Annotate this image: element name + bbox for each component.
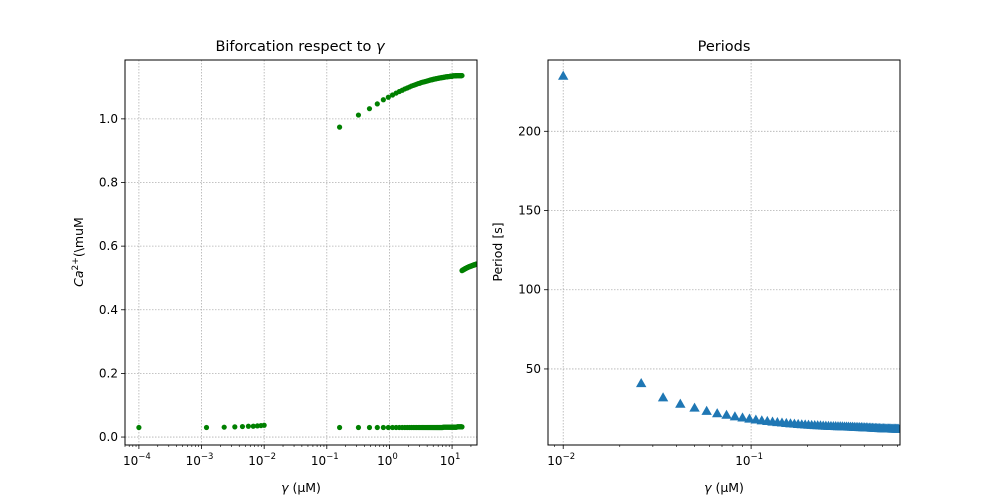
chart1-lower-branch-point (239, 423, 246, 430)
chart1-upper-branch-point (380, 97, 386, 103)
chart2-title: Periods (698, 39, 751, 55)
chart2-data-point (701, 405, 712, 415)
chart1-x-tick-label: 10−4 (123, 452, 151, 468)
chart1-lower-branch-point (389, 424, 396, 431)
chart1-y-tick-label: 0.6 (99, 239, 118, 253)
chart1-y-axis-label: Ca2+(\muM (71, 217, 86, 287)
chart1-y-tick-label: 0.4 (99, 303, 118, 317)
chart1-lower-branch-point (385, 424, 391, 431)
chart2-ticks: 10−2 10−1 50 100 150 200 (518, 124, 898, 468)
chart1-upper-branch-point (355, 112, 362, 118)
chart1-upper-branch-point (374, 101, 380, 107)
chart1-lower-branch-point (336, 424, 343, 431)
chart1-x-tick-label: 10−2 (248, 452, 276, 468)
chart1-lower-branch-point (136, 424, 142, 431)
chart2-data-points (558, 70, 900, 433)
chart1-upper-branch-point (336, 124, 343, 130)
chart2-markers (558, 70, 900, 433)
chart2-data-point (558, 70, 569, 80)
chart1-ticks: 10−4 10−3 10−2 10−1 100 101 0.0 0.2 0.4 0.6 0.8 1.0 (99, 112, 472, 468)
chart1-lower-branch-point (203, 424, 210, 431)
chart1-x-axis-label: γ (μM) (281, 480, 321, 495)
chart1-y-tick-label: 0.8 (99, 176, 118, 190)
chart1-lower-branch-point (250, 423, 256, 429)
chart2-x-axis-label: γ (μM) (704, 480, 744, 495)
chart1-lower-branch-point (221, 424, 227, 430)
chart2-data-point (689, 402, 700, 412)
chart2-y-axis-label: Period [s] (490, 222, 505, 281)
chart1-x-tick-label: 10−1 (311, 452, 339, 468)
chart1-x-tick-label: 10−3 (186, 452, 214, 468)
chart2-axes-frame (547, 59, 901, 446)
periods-chart: Periods 10−2 10−1 50 100 150 200 γ (μM) Perio… (490, 39, 901, 495)
chart1-lower-branch-point (245, 423, 251, 429)
chart2-data-point (893, 423, 900, 433)
chart2-x-tick-label: 10−1 (735, 452, 763, 468)
chart2-data-point (729, 411, 741, 421)
chart1-markers (136, 72, 477, 431)
chart2-y-tick-label: 150 (518, 204, 541, 218)
chart2-x-tick-label: 10−2 (547, 452, 575, 468)
chart2-data-point (657, 392, 669, 402)
chart1-lower-branch-point (261, 422, 267, 428)
chart1-y-tick-label: 1.0 (99, 112, 118, 126)
chart1-axes-frame (124, 59, 478, 446)
chart1-lower-branch-point (459, 424, 465, 430)
chart2-data-point (635, 378, 647, 388)
chart1-lower-branch-point (232, 424, 238, 430)
chart2-grid (548, 60, 900, 445)
chart1-x-tick-label: 100 (377, 452, 398, 468)
chart2-y-tick-label: 200 (518, 124, 541, 138)
chart2-data-point (744, 413, 755, 423)
chart2-data-point (721, 409, 732, 419)
chart1-upper-branch-point (366, 106, 373, 112)
chart1-upper-branch-point (385, 94, 391, 100)
chart1-x-tick-label: 101 (440, 452, 461, 468)
chart2-data-point (737, 412, 748, 422)
chart1-grid (125, 60, 477, 445)
chart1-upper-branch-point (459, 72, 465, 79)
chart1-y-tick-label: 0.2 (99, 366, 118, 380)
chart2-y-tick-label: 100 (518, 283, 541, 297)
chart1-lower-branch-point (355, 424, 362, 431)
chart1-y-tick-label: 0.0 (99, 430, 118, 444)
chart2-y-tick-label: 50 (526, 362, 541, 376)
chart1-lower-branch-point (366, 424, 373, 431)
chart2-data-point (675, 398, 686, 408)
chart2-data-point (711, 408, 723, 418)
bifurcation-chart: Biforcation respect to γ 10−4 10−3 10−2 10−… (71, 39, 478, 495)
chart1-middle-branch-point (474, 261, 477, 267)
chart1-title: Biforcation respect to γ (215, 39, 386, 55)
chart1-lower-branch-point (380, 424, 386, 431)
chart1-data-points (136, 72, 477, 431)
chart1-lower-branch-point (374, 424, 380, 431)
